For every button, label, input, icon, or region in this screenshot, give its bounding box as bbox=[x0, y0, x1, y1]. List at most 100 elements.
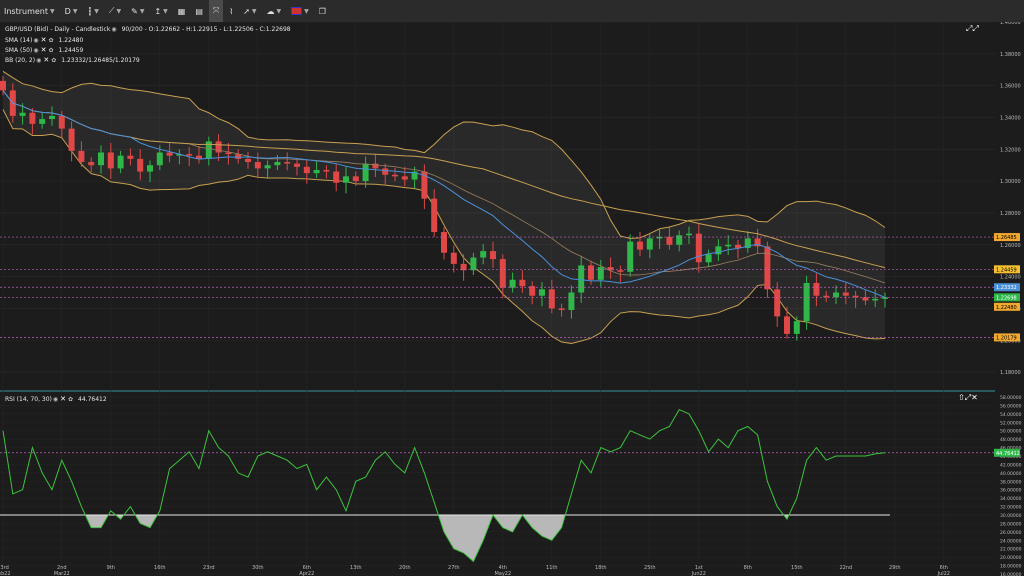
candle bbox=[147, 165, 153, 172]
candle bbox=[754, 238, 761, 247]
indicators-button[interactable]: ⌇ bbox=[225, 0, 237, 22]
time-axis[interactable]: 23rdFeb222ndMar229th16th23rd30th6thApr22… bbox=[0, 565, 950, 576]
share-menu[interactable]: ➚ ▼ bbox=[239, 0, 260, 22]
time-tick-label: 23rd bbox=[203, 565, 215, 571]
price-tag bbox=[994, 283, 1020, 292]
price-tick-label: 1.18000 bbox=[1000, 370, 1021, 376]
measure-menu[interactable]: ↥ ▼ bbox=[150, 0, 171, 22]
toolbar: Instrument ▼ D ▼ ┇ ▼ ⟋ ▼ ✎ ▼ ↥ ▼ ▦ ▤ ⤧ ⌇ ➚ ▼ ☁ ▼… bbox=[0, 0, 1024, 23]
gear-icon[interactable]: ✿ bbox=[48, 46, 54, 54]
close-icon[interactable]: ✕ bbox=[40, 46, 47, 54]
rsi-tick-label: 56.00000 bbox=[1000, 403, 1022, 409]
expand-icon[interactable]: ⤢⤢ bbox=[966, 24, 979, 33]
candle bbox=[225, 152, 232, 155]
indicator-label: SMA (50) bbox=[5, 46, 33, 54]
timeframe-label: D bbox=[64, 6, 71, 16]
chevron-down-icon: ▼ bbox=[163, 7, 168, 15]
candle bbox=[78, 150, 85, 163]
eye-icon[interactable]: ◉ bbox=[33, 36, 39, 44]
candle bbox=[313, 169, 320, 174]
time-tick-label: 9th bbox=[107, 565, 115, 571]
instrument-label: Instrument bbox=[4, 6, 49, 16]
price-tick-label: 1.24000 bbox=[1000, 275, 1021, 281]
rsi-tick-label: 36.00000 bbox=[1000, 488, 1022, 494]
candle bbox=[29, 112, 36, 124]
line-tools-menu[interactable]: ⟋ ▼ bbox=[105, 0, 125, 22]
chart-type-menu[interactable]: ┇ ▼ bbox=[83, 0, 102, 22]
timeframe-menu[interactable]: D ▼ bbox=[61, 0, 82, 22]
gear-icon[interactable]: ✿ bbox=[48, 36, 54, 44]
price-tag bbox=[994, 293, 1020, 302]
price-tag-label: 1.23332 bbox=[996, 285, 1017, 291]
share-icon: ➚ bbox=[243, 6, 250, 16]
close-icon[interactable]: ✕ bbox=[40, 36, 47, 44]
window-button[interactable]: ❐ bbox=[315, 0, 330, 22]
layout-button[interactable]: ▤ bbox=[191, 0, 207, 22]
close-icon[interactable]: ✕ bbox=[43, 56, 50, 64]
chart-area[interactable]: 1.40000 1.38000 1.36000 1.34000 1.32000 1.300… bbox=[0, 22, 1024, 576]
price-panel-bg bbox=[0, 22, 995, 388]
time-tick-sublabel: May22 bbox=[494, 571, 511, 576]
price-tag-label: 1.22698 bbox=[996, 295, 1017, 301]
candle bbox=[470, 257, 477, 271]
candle bbox=[862, 297, 869, 301]
fit-button[interactable]: ⤧ bbox=[208, 0, 224, 22]
candle bbox=[872, 298, 879, 301]
candle bbox=[156, 152, 163, 166]
draw-tools-menu[interactable]: ✎ ▼ bbox=[127, 0, 148, 22]
tools-menu[interactable]: ☁ ▼ bbox=[263, 0, 286, 22]
price-tag-label: 1.24459 bbox=[996, 267, 1017, 273]
close-icon[interactable]: ✕ bbox=[60, 395, 66, 403]
rsi-tick-label: 30.00000 bbox=[1000, 513, 1022, 519]
expand-icon[interactable]: ⤢ bbox=[964, 393, 972, 402]
instrument-menu[interactable]: Instrument ▼ bbox=[0, 0, 59, 22]
price-tag-label: 1.26485 bbox=[996, 235, 1017, 241]
time-tick-sublabel: Feb22 bbox=[0, 571, 11, 576]
candle bbox=[392, 174, 398, 177]
rsi-axis[interactable]: 58.00000 56.00000 54.00000 52.00000 50.00000… bbox=[994, 395, 1022, 576]
rsi-tick-label: 50.00000 bbox=[1000, 429, 1022, 435]
chevron-down-icon: ▼ bbox=[116, 7, 122, 15]
time-tick-label: 18th bbox=[595, 565, 607, 571]
eye-icon[interactable]: ◉ bbox=[52, 395, 59, 403]
eye-icon[interactable]: ◉ bbox=[33, 46, 39, 54]
eye-icon[interactable]: ◉ bbox=[111, 26, 117, 33]
candle bbox=[98, 152, 104, 166]
gear-icon[interactable]: ✿ bbox=[68, 395, 74, 403]
eye-icon[interactable]: ◉ bbox=[36, 56, 42, 64]
candle bbox=[705, 254, 712, 263]
rsi-oversold-fill bbox=[522, 515, 566, 541]
candle bbox=[264, 165, 271, 169]
price-tag bbox=[994, 333, 1020, 342]
price-tick-label: 1.40000 bbox=[1000, 22, 1021, 26]
candle bbox=[235, 154, 242, 159]
rsi-panel-controls[interactable]: ⇧⤢✕ bbox=[958, 393, 978, 403]
indicator-value: 1.23332/1.26485/1.20179 bbox=[61, 56, 140, 64]
candle bbox=[372, 163, 379, 169]
time-tick-label: 23rd bbox=[0, 565, 9, 571]
calculator-button[interactable]: ▦ bbox=[174, 0, 190, 22]
gear-icon[interactable]: ✿ bbox=[51, 56, 57, 64]
bb-upper-line bbox=[2, 70, 886, 239]
close-icon[interactable]: ✕ bbox=[971, 393, 978, 402]
sma50-line bbox=[2, 90, 886, 269]
ohlc-stats: 90/200 - O:1.22662 - H:1.22915 - L:1.225… bbox=[121, 26, 291, 33]
candle bbox=[343, 176, 349, 183]
price-tag bbox=[994, 233, 1020, 242]
candle bbox=[803, 282, 810, 322]
time-tick-label: 25th bbox=[644, 565, 656, 571]
rsi-tick-label: 22.00000 bbox=[1000, 547, 1022, 553]
arrow-up-icon[interactable]: ⇧ bbox=[958, 393, 965, 402]
rsi-tick-label: 34.00000 bbox=[1000, 496, 1022, 502]
candle bbox=[411, 171, 418, 180]
language-menu[interactable]: ▼ bbox=[287, 0, 313, 22]
time-tick-label: 16th bbox=[154, 565, 166, 571]
candle bbox=[764, 246, 771, 290]
rsi-tick-label: 20.00000 bbox=[1000, 555, 1022, 561]
chevron-down-icon: ▼ bbox=[50, 7, 55, 15]
candle bbox=[333, 171, 340, 183]
candle bbox=[49, 115, 55, 120]
candle bbox=[362, 163, 369, 182]
chevron-down-icon: ▼ bbox=[276, 7, 282, 15]
rsi-panel bbox=[0, 396, 995, 575]
